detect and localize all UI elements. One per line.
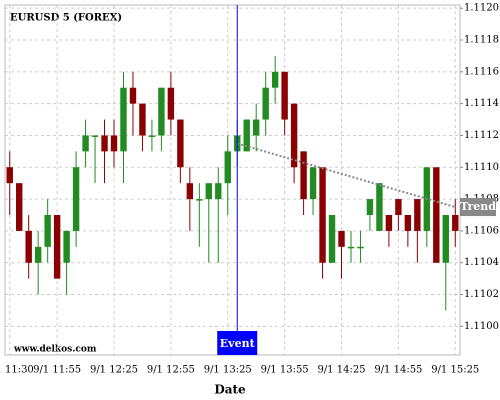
candle-body [101, 135, 108, 152]
y-tick-label: 1.1106 [464, 225, 499, 236]
candle-body [328, 215, 336, 263]
candle-body [376, 183, 383, 231]
chart-title: EURUSD 5 (FOREX) [10, 13, 122, 24]
candle-body [148, 135, 156, 137]
candle-body [319, 167, 326, 263]
candle-body [281, 71, 288, 120]
candle-body [347, 246, 355, 249]
event-label-box [217, 331, 258, 355]
candle-body [309, 167, 317, 200]
x-axis-label: Date [214, 383, 246, 397]
y-tick-label: 1.1104 [464, 257, 499, 268]
candle-body [404, 215, 412, 231]
candle-body [158, 87, 165, 136]
event-label: Event [220, 337, 256, 350]
candle-body [215, 183, 222, 200]
candle-body [385, 215, 393, 231]
candle-body [357, 246, 364, 249]
x-tick-label: 9/1 13:25 [204, 365, 252, 376]
candle-body [91, 135, 99, 137]
y-tick-label: 1.1114 [464, 98, 499, 109]
x-tick-label: 9/1 14:55 [374, 365, 422, 376]
watermark: www.delkos.com [13, 345, 97, 355]
y-tick-label: 1.1102 [464, 289, 499, 300]
candle-body [63, 230, 70, 263]
candle-body [271, 71, 279, 88]
y-tick-label: 1.1100 [464, 321, 499, 332]
candle-body [110, 135, 118, 152]
candle-body [53, 215, 61, 279]
candle-body [16, 183, 23, 231]
candle-body [177, 119, 184, 168]
x-tick-label: 9/1 15:25 [431, 365, 479, 376]
candle-body [414, 199, 421, 231]
candle-body [44, 215, 51, 247]
candle-body [224, 151, 231, 184]
candle-body [262, 87, 269, 120]
candle-body [243, 119, 250, 152]
y-tick-label: 1.1116 [464, 66, 499, 77]
x-tick-label: 9/1 12:55 [147, 365, 195, 376]
candle-body [300, 151, 307, 200]
candle-body [205, 183, 213, 200]
candle-body [120, 87, 127, 152]
plot-area [4, 4, 461, 356]
candle-body [442, 215, 449, 263]
candle-body [186, 183, 194, 200]
candle-body [433, 167, 440, 263]
y-tick-label: 1.1120 [464, 3, 499, 14]
x-tick-label: 9/1 12:25 [90, 365, 138, 376]
candle-body [25, 230, 32, 263]
candle-body [338, 230, 345, 247]
candle-body [252, 119, 260, 136]
trend-label-box [460, 198, 496, 217]
candle-body [167, 87, 175, 120]
candle-body [82, 135, 89, 152]
y-tick-label: 1.1118 [464, 35, 499, 46]
candle-body [129, 87, 137, 104]
candle-body [452, 215, 459, 231]
candle-body [290, 103, 298, 168]
x-tick-label: 9/1 13:55 [261, 365, 309, 376]
y-tick-label: 1.1112 [464, 130, 499, 141]
candle-body [72, 167, 80, 231]
candle-body [34, 246, 42, 263]
candle-body [6, 167, 13, 184]
x-tick-label: 9/1 11:30 [0, 365, 34, 376]
y-tick-label: 1.1110 [464, 162, 499, 173]
candle-body [196, 199, 203, 201]
x-tick-label: 9/1 14:25 [317, 365, 365, 376]
candle-body [366, 199, 374, 215]
trend-line [236, 142, 456, 209]
trend-label: Trend [460, 200, 496, 213]
candle-body [395, 199, 402, 215]
x-tick-label: 9/1 11:55 [33, 365, 81, 376]
candle-body [139, 103, 146, 136]
